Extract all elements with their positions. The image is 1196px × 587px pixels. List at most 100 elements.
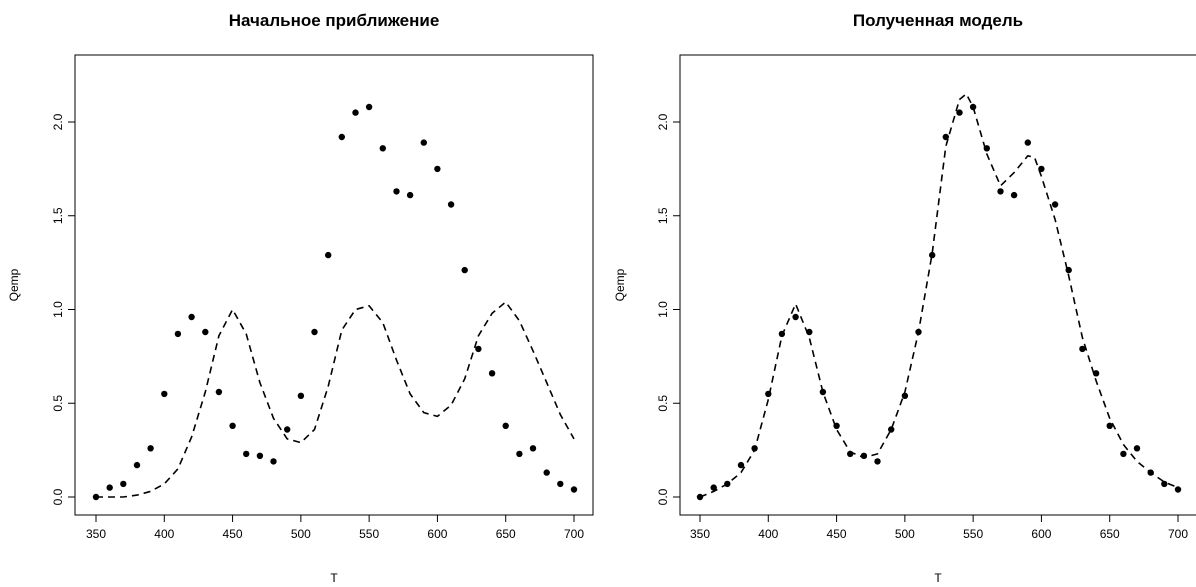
chart-panel-right: Полученная модель 350 400 450 500 550 600 650 7… xyxy=(613,11,1196,585)
y-tick-label: 2.0 xyxy=(656,113,670,130)
data-point xyxy=(860,452,868,459)
y-tick-label: 0.5 xyxy=(51,395,65,412)
data-point xyxy=(447,201,455,208)
data-point xyxy=(393,188,400,195)
data-point xyxy=(751,445,758,452)
y-ticks: 0.0 0.5 1.0 1.5 2.0 xyxy=(51,113,75,505)
y-tick-label: 1.0 xyxy=(656,301,670,318)
data-point xyxy=(256,452,264,459)
data-point xyxy=(888,426,895,433)
data-point xyxy=(215,388,223,396)
data-point xyxy=(929,251,936,259)
x-tick-label: 550 xyxy=(359,527,379,541)
data-point xyxy=(1133,445,1141,452)
data-point xyxy=(475,345,482,353)
data-point xyxy=(147,445,154,452)
x-tick-label: 350 xyxy=(690,527,710,541)
y-tick-label: 1.0 xyxy=(51,301,65,318)
x-tick-label: 500 xyxy=(895,527,915,541)
x-tick-label: 500 xyxy=(291,527,311,541)
data-point xyxy=(120,480,127,488)
data-point xyxy=(765,390,772,398)
data-point xyxy=(901,392,909,399)
data-point xyxy=(806,328,813,336)
data-point xyxy=(696,493,704,501)
y-tick-label: 0.0 xyxy=(51,488,65,505)
x-tick-label: 450 xyxy=(827,527,847,541)
data-point xyxy=(338,133,345,141)
data-point xyxy=(311,328,318,336)
data-point xyxy=(983,145,990,152)
data-point xyxy=(352,109,359,116)
x-tick-label: 650 xyxy=(496,527,516,541)
data-point xyxy=(1161,480,1168,488)
data-point xyxy=(710,484,717,491)
chart-panel-left: Начальное приближение 350 400 450 500 550 600… xyxy=(7,11,594,585)
data-point xyxy=(915,328,922,336)
x-tick-label: 700 xyxy=(564,527,584,541)
y-axis-label: Qemp xyxy=(7,268,21,301)
data-point xyxy=(516,450,523,458)
y-ticks: 0.0 0.5 1.0 1.5 2.0 xyxy=(656,113,680,505)
chart-title: Начальное приближение xyxy=(229,11,440,30)
data-point xyxy=(792,313,799,321)
data-point xyxy=(133,461,141,469)
data-point xyxy=(1010,191,1018,199)
model-curve-line xyxy=(699,93,1179,498)
data-point xyxy=(434,165,441,173)
series-points xyxy=(92,103,578,501)
data-point xyxy=(1147,469,1154,476)
data-point xyxy=(956,109,963,116)
y-tick-label: 0.5 xyxy=(656,395,670,412)
x-ticks: 350 400 450 500 550 600 650 700 xyxy=(86,515,584,541)
y-tick-label: 2.0 xyxy=(51,113,65,130)
x-tick-label: 600 xyxy=(1031,527,1051,541)
data-point xyxy=(270,458,277,465)
data-point xyxy=(1024,139,1032,146)
data-point xyxy=(502,422,509,429)
data-point xyxy=(1038,165,1045,173)
series-lines xyxy=(699,93,1179,498)
data-point xyxy=(297,392,305,399)
data-point xyxy=(188,313,195,321)
data-point xyxy=(1120,450,1127,458)
data-point xyxy=(202,328,209,336)
data-point xyxy=(724,480,731,488)
chart-title: Полученная модель xyxy=(853,11,1023,30)
data-point xyxy=(997,188,1004,195)
data-point xyxy=(229,422,236,429)
data-point xyxy=(969,103,977,111)
data-point xyxy=(92,493,100,501)
data-point xyxy=(819,388,827,396)
x-axis-label: T xyxy=(934,571,942,585)
model-curve-line xyxy=(96,301,575,498)
data-point xyxy=(529,445,537,452)
data-point xyxy=(379,145,386,152)
data-point xyxy=(243,450,250,458)
data-point xyxy=(1051,201,1059,208)
data-point xyxy=(488,370,496,377)
data-point xyxy=(1092,370,1100,377)
data-point xyxy=(161,390,168,398)
x-axis-label: T xyxy=(330,571,338,585)
x-tick-label: 700 xyxy=(1168,527,1188,541)
series-points xyxy=(696,103,1182,501)
data-point xyxy=(325,251,332,259)
y-axis-label: Qemp xyxy=(613,268,627,301)
plot-frame xyxy=(679,54,1196,516)
data-point xyxy=(543,469,550,476)
data-point xyxy=(1065,266,1072,274)
data-point xyxy=(420,139,427,146)
x-tick-label: 400 xyxy=(154,527,174,541)
y-tick-label: 1.5 xyxy=(656,207,670,224)
data-point xyxy=(1106,422,1113,429)
x-tick-label: 600 xyxy=(427,527,447,541)
data-point xyxy=(461,266,468,274)
x-tick-label: 550 xyxy=(963,527,983,541)
data-point xyxy=(365,103,373,111)
y-tick-label: 0.0 xyxy=(656,488,670,505)
x-tick-label: 400 xyxy=(758,527,778,541)
data-point xyxy=(174,330,182,338)
data-point xyxy=(737,461,745,469)
